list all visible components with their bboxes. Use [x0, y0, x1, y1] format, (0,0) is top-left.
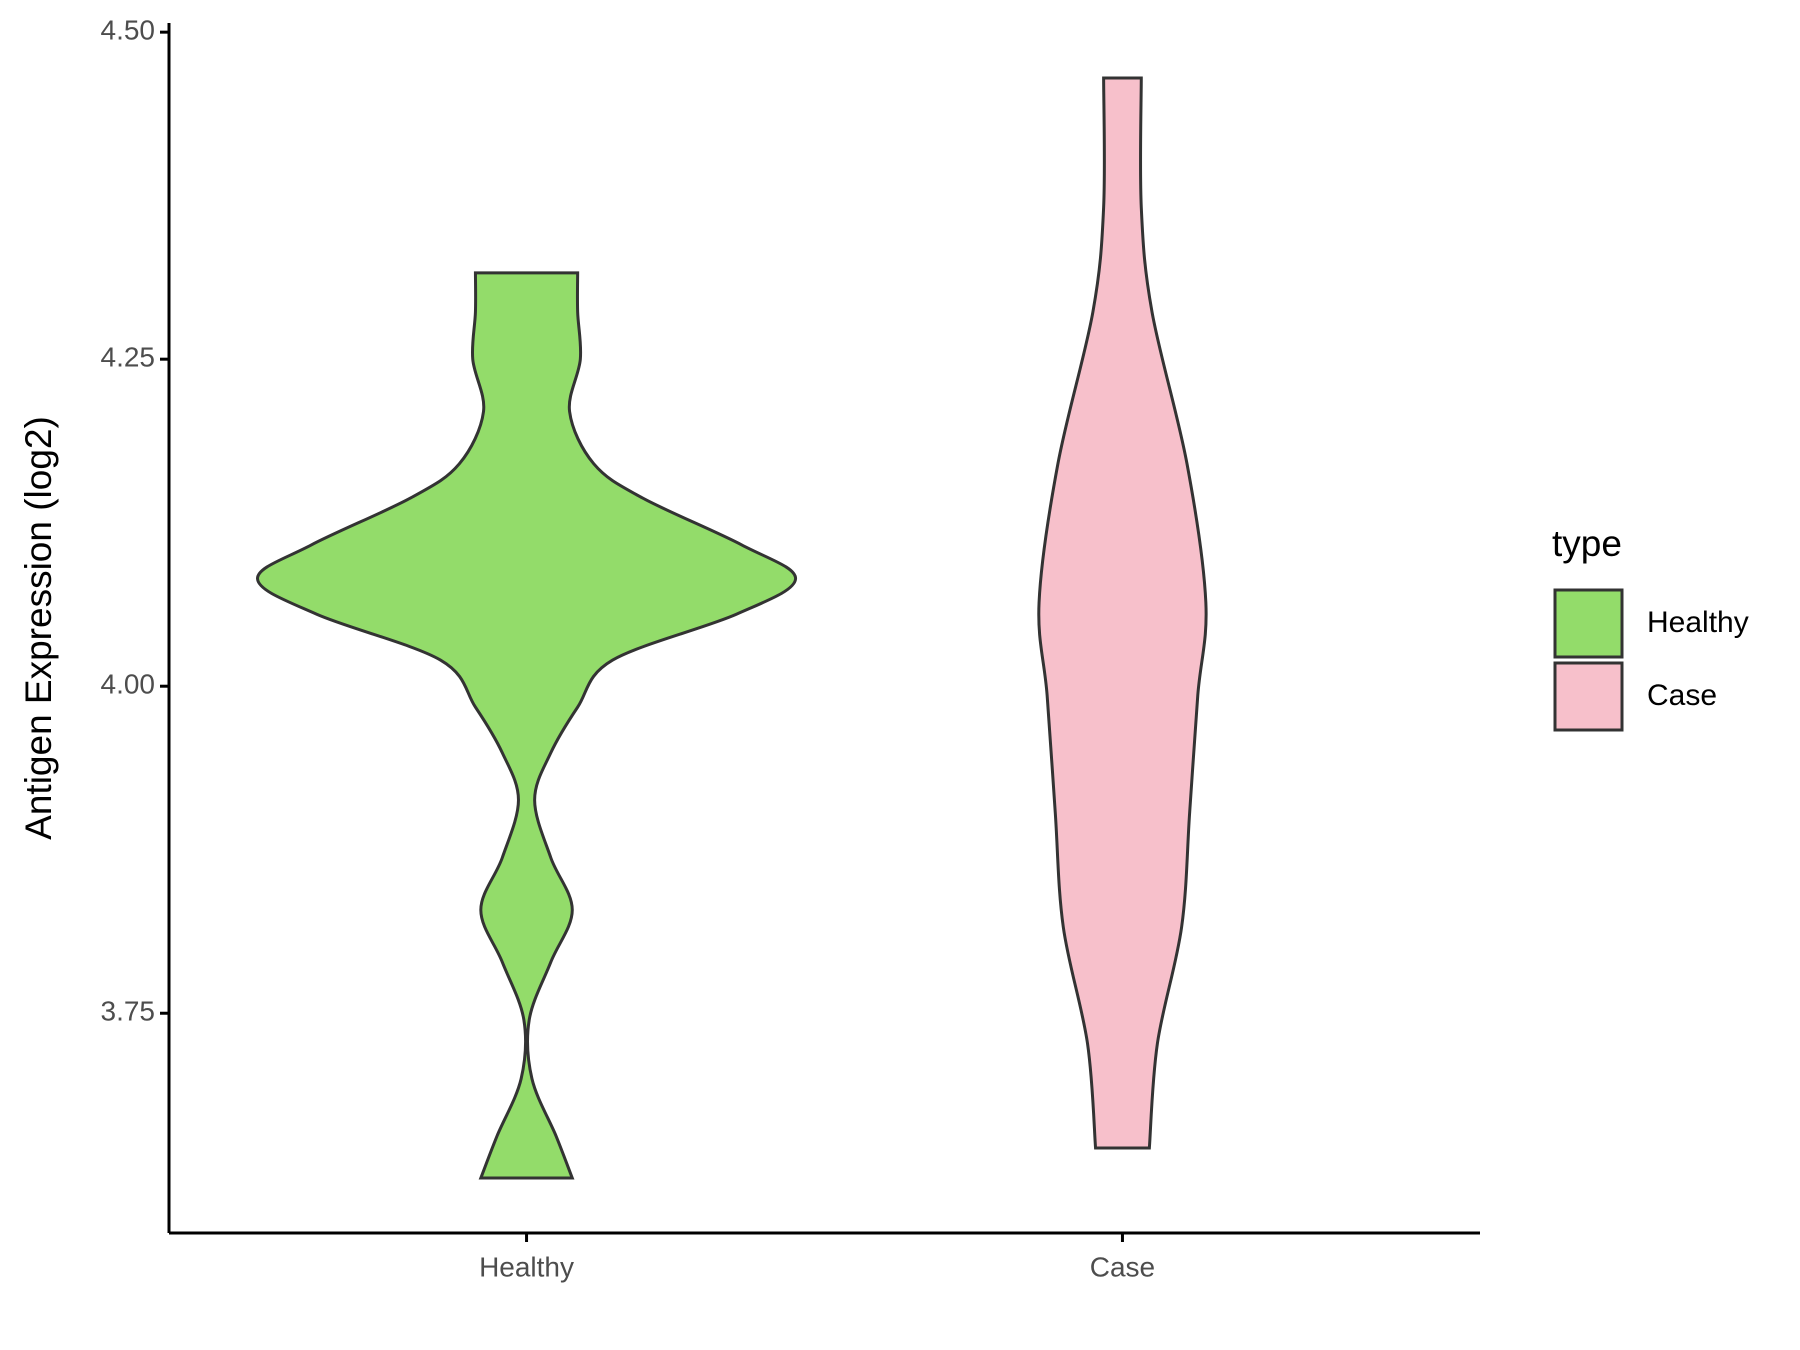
x-tick-label: Case	[1090, 1251, 1155, 1282]
legend-key	[1553, 661, 1624, 732]
legend-label: Healthy	[1647, 606, 1749, 639]
violin	[1037, 76, 1208, 1150]
x-tick-label: Healthy	[479, 1251, 574, 1282]
y-tick-label: 4.00	[101, 669, 156, 700]
y-tick-label: 3.75	[101, 996, 156, 1027]
legend-title: type	[1552, 523, 1622, 564]
y-tick-label: 4.50	[101, 15, 156, 46]
y-tick-label: 4.25	[101, 342, 156, 373]
legend-key	[1553, 588, 1624, 659]
legend-label: Case	[1647, 679, 1717, 712]
y-axis-title: Antigen Expression (log2)	[18, 416, 59, 840]
violin	[256, 271, 798, 1180]
